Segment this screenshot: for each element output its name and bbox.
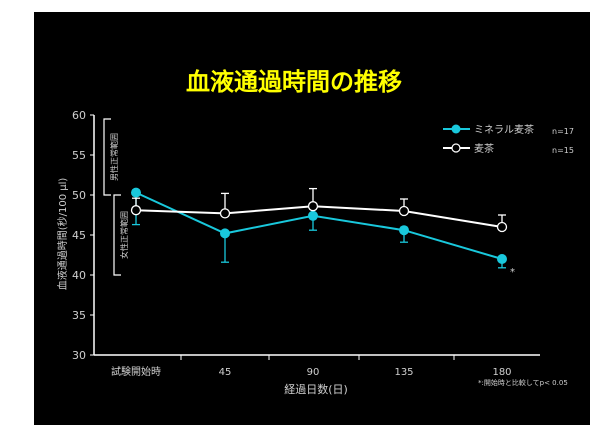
y-tick-label: 50 — [72, 189, 86, 202]
data-point — [131, 187, 141, 198]
y-tick-label: 35 — [72, 309, 86, 322]
data-point — [496, 221, 508, 233]
y-axis-ticks: 30 35 40 45 50 55 60 — [72, 109, 94, 362]
legend-label: ミネラル麦茶 — [474, 123, 534, 136]
range-bracket — [103, 118, 111, 196]
y-tick-label: 30 — [72, 349, 86, 362]
x-tick-label: 試験開始時 — [111, 365, 161, 378]
data-point — [398, 205, 410, 217]
y-axis-label: 血液通過時間(秒/100 μl) — [56, 178, 69, 291]
range-bracket — [113, 194, 121, 276]
x-tick-label: 135 — [394, 367, 413, 378]
legend-marker — [451, 124, 461, 134]
legend-marker — [451, 143, 461, 153]
data-point — [220, 228, 230, 239]
series-line — [135, 191, 503, 260]
chart-title: 血液通過時間の推移 — [186, 68, 402, 96]
data-point — [130, 205, 142, 216]
data-series: * — [130, 187, 515, 278]
legend-n-label: n=17 — [552, 127, 574, 136]
legend-label: 麦茶 — [474, 142, 494, 155]
significance-footnote: *:開始時と比較してp< 0.05 — [478, 378, 568, 387]
x-tick-label: 180 — [492, 367, 511, 378]
series-barley-tea — [130, 187, 508, 233]
y-tick-label: 40 — [72, 269, 86, 282]
chart-slide: 血液通過時間の推移 血液通過時間(秒/100 μl) 経過日数(日) *:開始時… — [34, 12, 590, 425]
data-point — [219, 208, 231, 219]
significance-star: * — [510, 267, 515, 278]
line-chart: 血液通過時間の推移 血液通過時間(秒/100 μl) 経過日数(日) *:開始時… — [56, 68, 574, 396]
data-point — [399, 225, 409, 236]
x-axis-ticks: 試験開始時 45 90 135 180 — [111, 355, 512, 378]
y-tick-label: 45 — [72, 229, 86, 242]
x-axis-label: 経過日数(日) — [284, 383, 348, 396]
legend: ミネラル麦茶 n=17 麦茶 n=15 — [443, 123, 574, 155]
x-tick-label: 45 — [219, 367, 232, 378]
x-tick-label: 90 — [307, 367, 320, 378]
range-label: 女性正常範囲 — [119, 211, 129, 259]
series-mineral-barley-tea — [131, 187, 507, 269]
data-point — [308, 210, 318, 221]
data-point — [497, 254, 507, 264]
y-tick-label: 60 — [72, 109, 86, 122]
legend-n-label: n=15 — [552, 146, 574, 155]
range-label: 男性正常範囲 — [109, 133, 119, 181]
y-tick-label: 55 — [72, 149, 86, 162]
data-point — [307, 201, 319, 212]
